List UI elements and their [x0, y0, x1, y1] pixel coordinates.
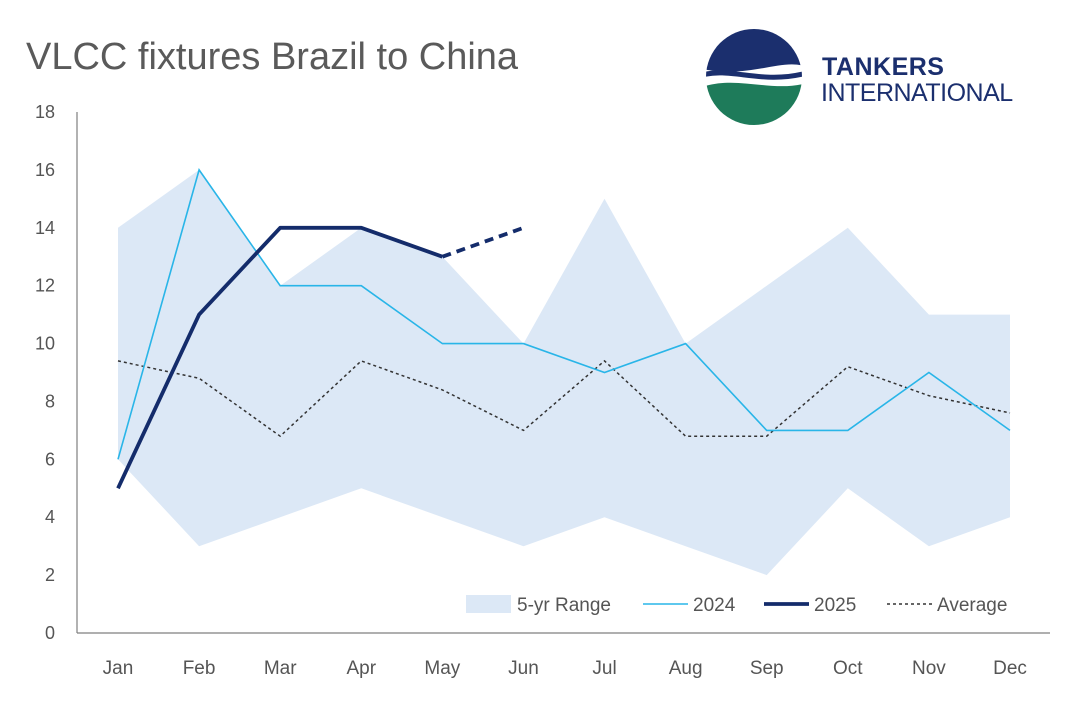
- series-2025-line: [116, 225, 444, 490]
- x-tick-label: Jan: [103, 658, 134, 679]
- series-2025-projection: [441, 226, 525, 259]
- legend-label-average: Average: [937, 595, 1007, 616]
- x-tick-label: Jun: [508, 658, 539, 679]
- x-tick-label: Feb: [183, 658, 216, 679]
- y-tick-label: 12: [35, 276, 55, 296]
- legend-label-range: 5-yr Range: [517, 595, 611, 616]
- x-tick-label: Sep: [750, 658, 784, 679]
- y-tick-label: 2: [45, 565, 55, 585]
- y-tick-label: 14: [35, 218, 55, 238]
- range-band: [118, 169, 1010, 576]
- logo-text-tankers: TANKERS: [822, 53, 945, 81]
- tankers-international-logo: TANKERS INTERNATIONAL: [702, 27, 1032, 127]
- y-tick-label: 16: [35, 160, 55, 180]
- y-tick-label: 4: [45, 507, 55, 527]
- x-tick-label: Aug: [669, 658, 703, 679]
- series-average-line: [117, 359, 1011, 438]
- x-tick-label: Apr: [346, 658, 376, 679]
- legend-label-2025: 2025: [814, 595, 856, 616]
- y-tick-label: 10: [35, 334, 55, 354]
- y-tick-label: 6: [45, 449, 55, 469]
- chart-title: VLCC fixtures Brazil to China: [26, 36, 519, 78]
- x-tick-label: Jul: [592, 658, 616, 679]
- x-tick-label: Oct: [833, 658, 863, 679]
- x-tick-label: Dec: [993, 658, 1027, 679]
- logo-globe-icon: [706, 29, 802, 125]
- legend-label-2024: 2024: [693, 595, 736, 616]
- series-2024-line: [117, 168, 1011, 460]
- legend-swatch-range: [466, 595, 511, 613]
- y-tick-label: 18: [35, 102, 55, 122]
- x-tick-label: Nov: [912, 658, 946, 679]
- y-tick-label: 8: [45, 391, 55, 411]
- x-tick-label: Mar: [264, 658, 297, 679]
- x-tick-label: May: [424, 658, 460, 679]
- y-tick-label: 0: [45, 623, 55, 643]
- logo-text-international: INTERNATIONAL: [821, 79, 1013, 107]
